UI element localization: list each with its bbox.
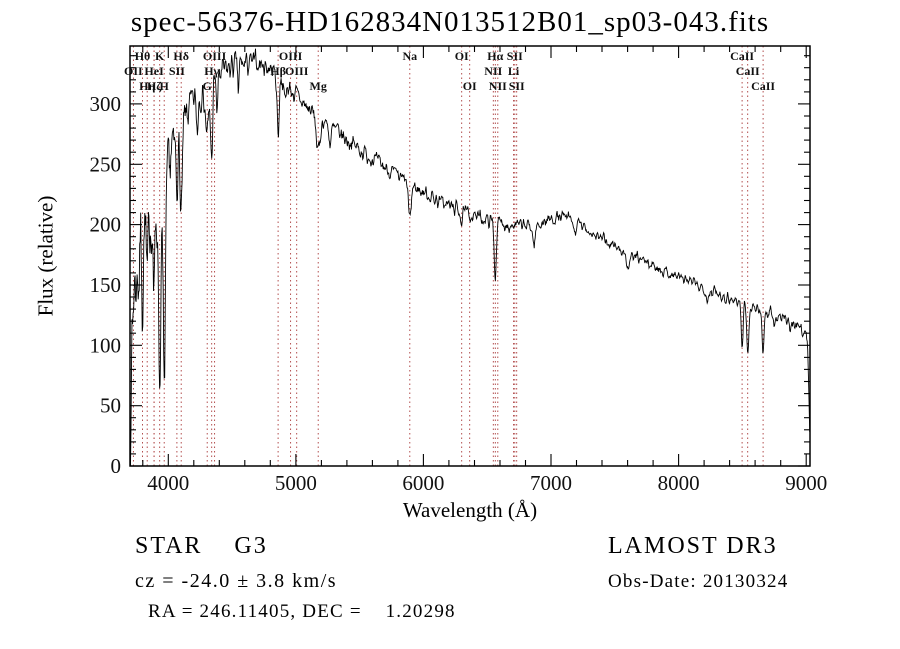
plot-frame <box>129 45 811 467</box>
spectral-line-label: CaII <box>736 64 760 78</box>
spectral-line-label: OIII <box>279 49 303 63</box>
spectral-line-label: Hγ <box>204 64 219 78</box>
spectral-line-label: K <box>155 49 165 63</box>
spectral-line-label: Hα <box>487 49 503 63</box>
y-axis-tick-label: 300 <box>90 92 122 116</box>
spectral-line-label: CaII <box>730 49 754 63</box>
spectral-line-label: OII <box>124 64 143 78</box>
x-axis-tick-label: 9000 <box>785 471 827 495</box>
spectral-line-label: G <box>203 79 212 93</box>
ra-dec-value: RA = 246.11405, DEC = 1.20298 <box>148 601 456 622</box>
spectral-line-label: H <box>160 79 170 93</box>
spectral-line-label: Na <box>402 49 417 63</box>
spectral-line-label: CaII <box>751 79 775 93</box>
spectral-line-label: Hδ <box>173 49 189 63</box>
survey-release-label: LAMOST DR3 <box>608 533 778 559</box>
spectral-line-label: HeI <box>144 64 164 78</box>
plot-title: spec-56376-HD162834N013512B01_sp03-043.f… <box>130 6 770 38</box>
spectral-line-label: Hζ <box>147 79 162 93</box>
x-axis-tick-label: 7000 <box>530 471 572 495</box>
spectral-line-label: OI <box>455 49 469 63</box>
spectral-line-label: Hθ <box>135 49 151 63</box>
spectral-line-label: OIII <box>285 64 309 78</box>
spectral-line-label: Hη <box>139 79 155 93</box>
object-class-label: STAR G3 <box>135 533 268 559</box>
spectral-line-label: OIII <box>203 49 227 63</box>
spectral-line-label: SII <box>169 64 185 78</box>
spectral-line-label: NII <box>489 79 507 93</box>
x-axis-tick-label: 4000 <box>147 471 189 495</box>
y-axis-tick-label: 250 <box>90 152 122 176</box>
y-axis-tick-label: 150 <box>90 273 122 297</box>
spectral-line-label: Li <box>508 64 520 78</box>
y-axis-tick-label: 50 <box>100 394 121 418</box>
y-axis-tick-label: 100 <box>90 333 122 357</box>
x-axis-tick-label: 6000 <box>402 471 444 495</box>
x-axis-label: Wavelength (Å) <box>402 498 538 522</box>
obs-date-value: Obs-Date: 20130324 <box>608 571 789 592</box>
y-axis-label: Flux (relative) <box>33 195 58 317</box>
y-axis-tick-label: 200 <box>90 213 122 237</box>
spectral-line-label: SII <box>509 79 525 93</box>
spectrum-curve <box>130 48 811 467</box>
spectral-line-label: SII <box>507 49 523 63</box>
radial-velocity-value: cz = -24.0 ± 3.8 km/s <box>135 570 338 592</box>
spectral-line-label: Hβ <box>270 64 286 78</box>
spectral-line-label: OI <box>463 79 477 93</box>
spectral-line-label: NII <box>484 64 502 78</box>
y-axis-tick-label: 0 <box>111 454 122 478</box>
spectral-line-label: Mg <box>310 79 327 93</box>
x-axis-tick-label: 5000 <box>275 471 317 495</box>
x-axis-tick-label: 8000 <box>658 471 700 495</box>
